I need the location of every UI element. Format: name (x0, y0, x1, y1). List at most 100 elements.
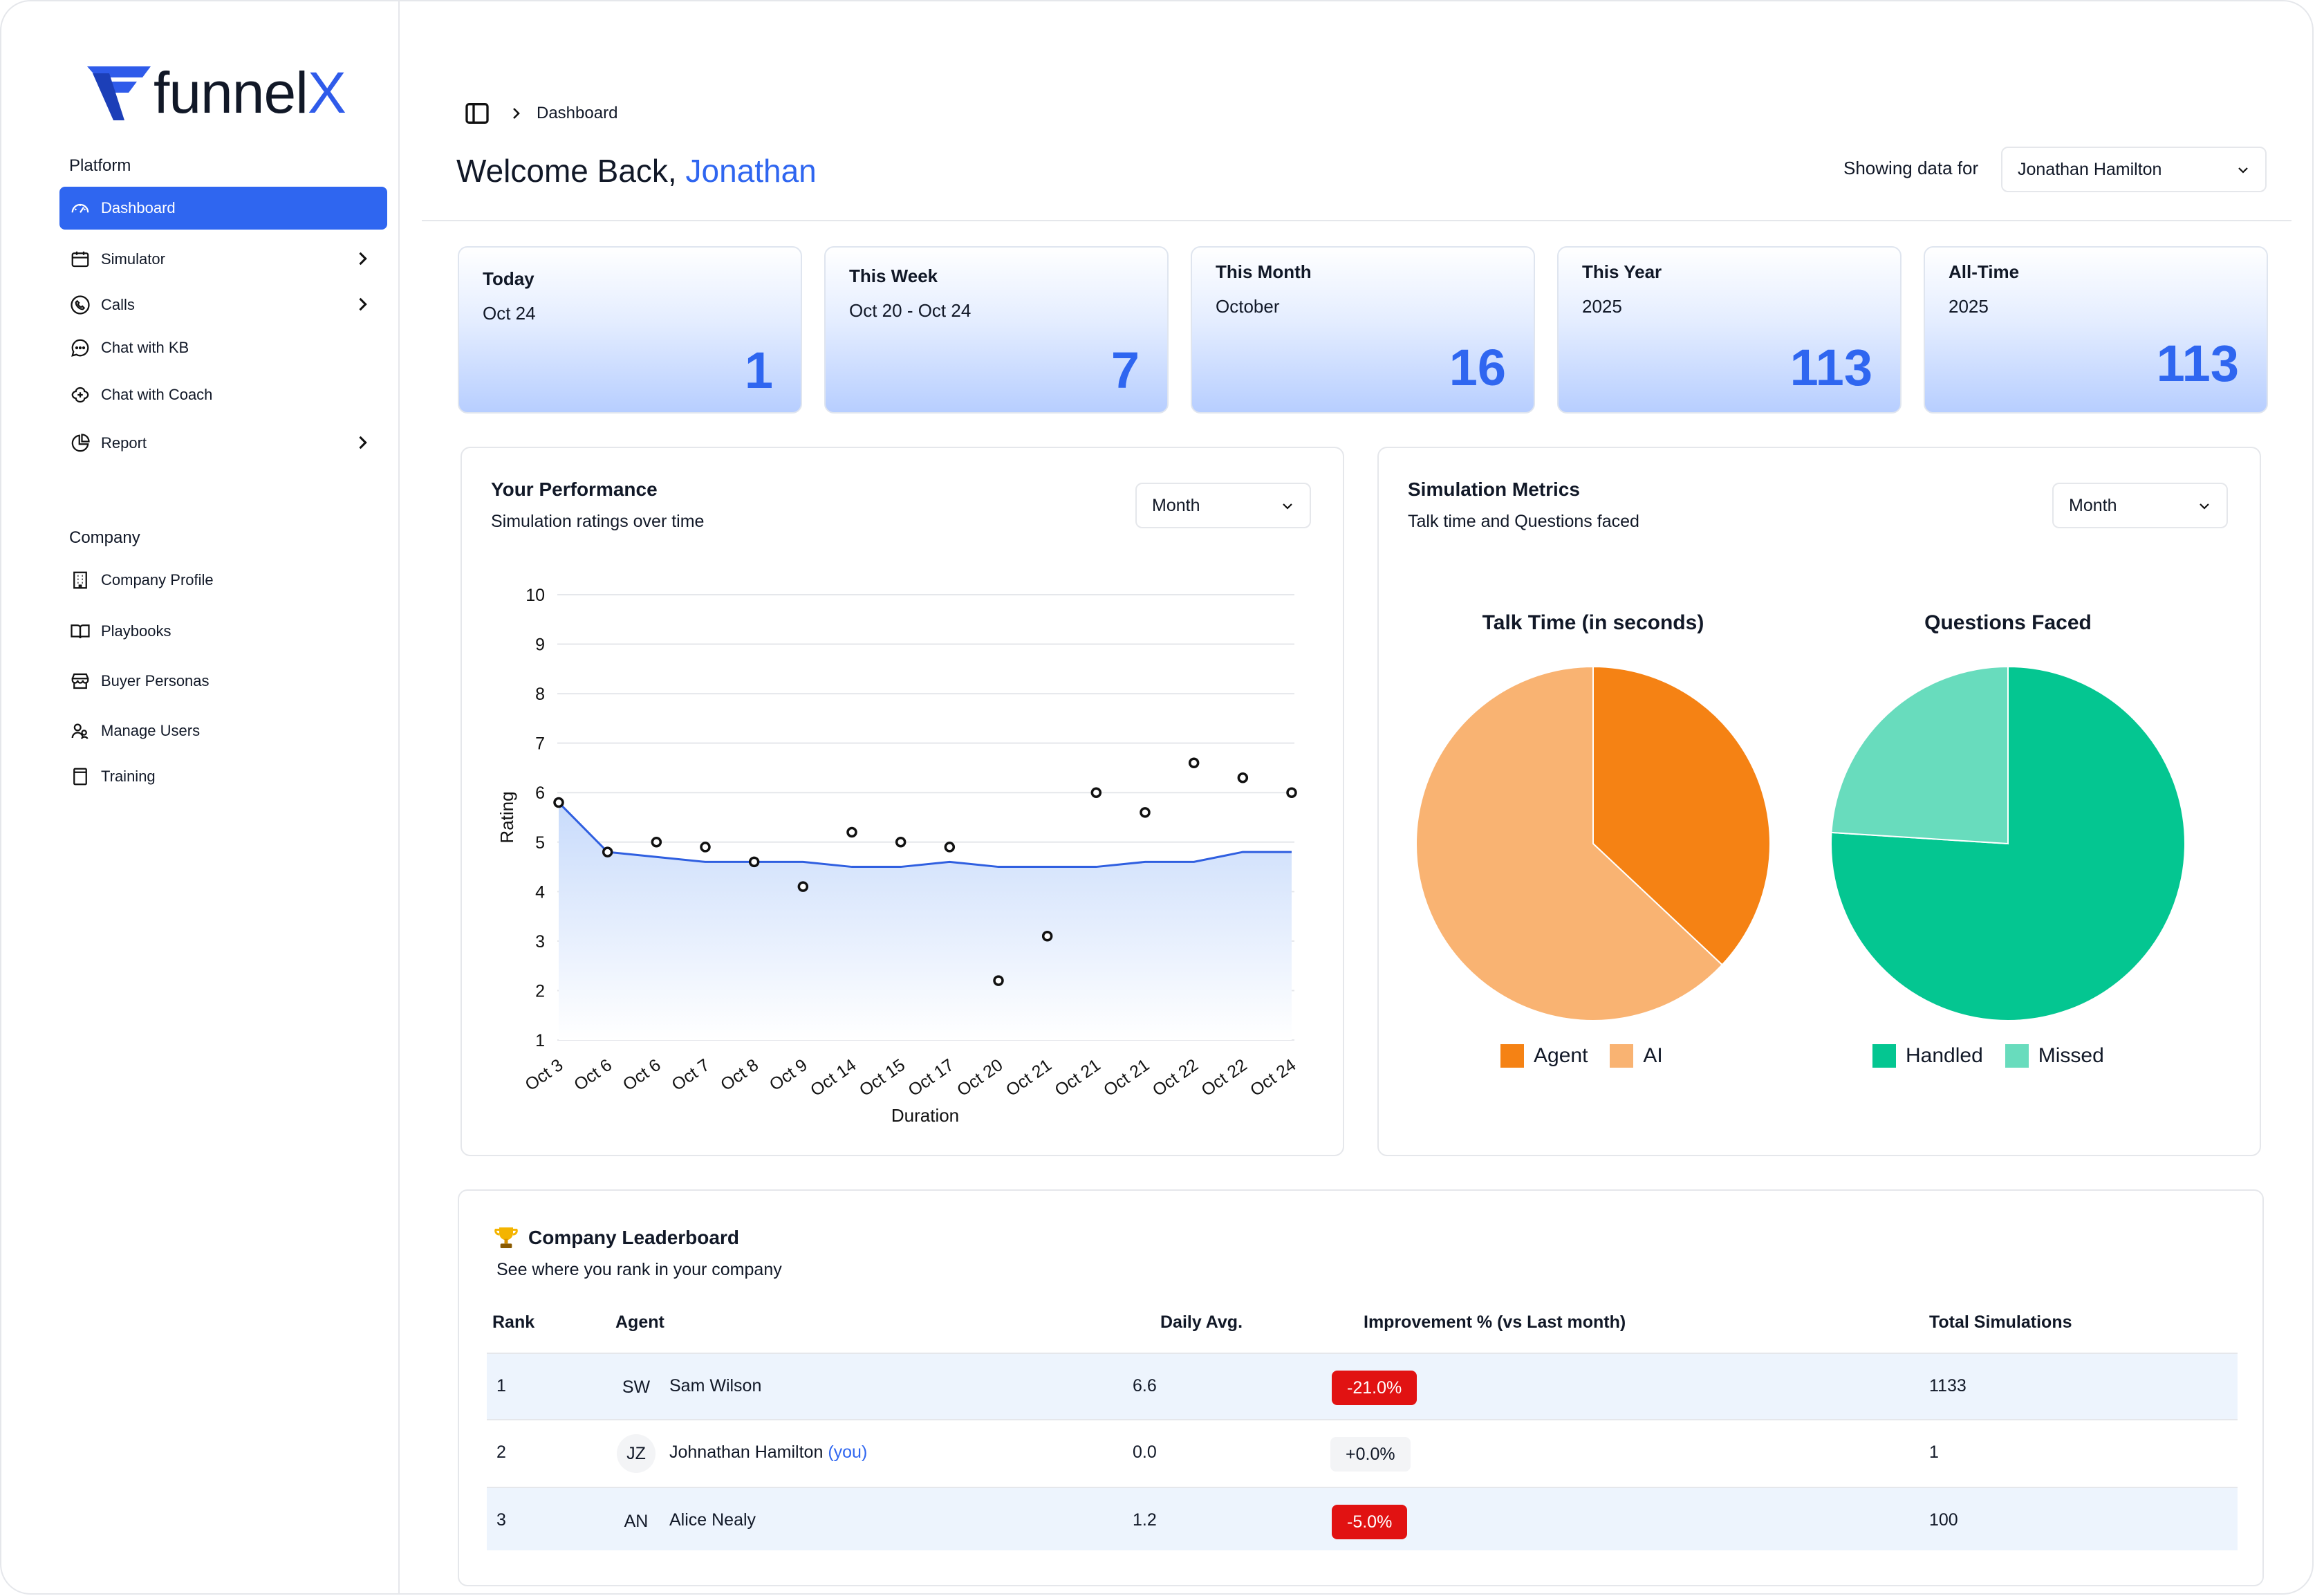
y-tick-label: 6 (535, 783, 545, 803)
funnelx-logo[interactable]: funnelX (86, 64, 346, 122)
legend-swatch-missed (2005, 1044, 2029, 1068)
sidebar-item-training[interactable]: Training (59, 755, 387, 798)
x-tick-label: Oct 7 (668, 1055, 713, 1095)
metrics-subtitle: Talk time and Questions faced (1408, 512, 1639, 531)
rating-point (944, 842, 956, 853)
rating-point (700, 842, 711, 853)
chevron-right-icon (359, 436, 367, 449)
stat-subtitle: 2025 (1949, 296, 1989, 317)
sidebar-item-label: Training (101, 768, 156, 785)
x-tick-label: Oct 3 (521, 1055, 566, 1095)
stat-title: This Year (1582, 261, 1662, 282)
stat-value: 7 (1110, 342, 1140, 399)
sidebar-item-label: Report (101, 434, 147, 452)
talk-time-legend: Agent AI (1500, 1044, 1685, 1068)
rating-point (1286, 787, 1297, 798)
table-row[interactable]: 3 AN Alice Nealy 1.2 -5.0% 100 (487, 1487, 2238, 1550)
users-icon (68, 718, 93, 743)
column-header-agent[interactable]: Agent (615, 1312, 664, 1332)
chevron-down-icon (1283, 503, 1292, 510)
daily-avg-cell: 1.2 (1133, 1510, 1157, 1530)
metrics-period-select[interactable]: Month (2052, 483, 2228, 528)
sidebar-item-label: Dashboard (101, 199, 176, 216)
pie-slice-handled (1830, 665, 2186, 1021)
sidebar-item-chat-with-kb[interactable]: Chat with KB (59, 326, 387, 369)
rating-point (895, 837, 907, 848)
agent-name: Alice Nealy (669, 1510, 756, 1530)
chevron-right-icon (513, 108, 520, 119)
performance-panel: Your Performance Simulation ratings over… (461, 447, 1344, 1156)
sidebar-item-buyer-personas[interactable]: Buyer Personas (59, 660, 387, 703)
x-tick-label: Oct 6 (570, 1055, 615, 1095)
y-tick-label: 10 (526, 586, 545, 605)
stat-value: 113 (2156, 335, 2239, 392)
rank-cell: 1 (496, 1376, 506, 1395)
sidebar-item-company-profile[interactable]: Company Profile (59, 559, 387, 602)
table-row[interactable]: 1 SW Sam Wilson 6.6 -21.0% 1133 (487, 1353, 2238, 1419)
user-select-value: Jonathan Hamilton (2018, 159, 2162, 179)
sidebar-item-report[interactable]: Report (59, 422, 387, 465)
avatar: AN (617, 1502, 656, 1541)
stat-title: This Month (1216, 261, 1312, 282)
document-icon (68, 764, 93, 789)
avatar: JZ (617, 1434, 656, 1473)
page-title: Welcome Back, Jonathan (456, 152, 817, 189)
sidebar-item-chat-with-coach[interactable]: Chat with Coach (59, 373, 387, 416)
metrics-pie-charts (1415, 665, 2186, 1021)
column-header-daily-avg[interactable]: Daily Avg. (1160, 1312, 1243, 1332)
stat-value: 113 (1789, 339, 1872, 396)
column-header-improvement[interactable]: Improvement % (vs Last month) (1364, 1312, 1626, 1332)
agent-name-text: Johnathan Hamilton (669, 1442, 824, 1462)
total-cell: 1 (1929, 1442, 1939, 1462)
x-tick-label: Oct 6 (620, 1055, 664, 1095)
sidebar-item-manage-users[interactable]: Manage Users (59, 709, 387, 752)
chevron-right-icon (359, 297, 367, 311)
rating-point (1140, 807, 1151, 818)
sidebar-item-playbooks[interactable]: Playbooks (59, 610, 387, 653)
legend-label-ai: AI (1643, 1044, 1663, 1067)
agent-name-text: Alice Nealy (669, 1510, 756, 1530)
rating-line (557, 801, 1292, 869)
store-icon (68, 669, 93, 694)
sidebar-item-dashboard[interactable]: Dashboard (59, 187, 387, 230)
sidebar-item-label: Manage Users (101, 722, 201, 739)
user-select[interactable]: Jonathan Hamilton (2001, 147, 2267, 192)
x-tick-label: Oct 17 (904, 1055, 957, 1100)
chevron-down-icon (2200, 503, 2209, 510)
legend-swatch-handled (1872, 1044, 1896, 1068)
rating-point (553, 797, 564, 808)
rating-point (846, 826, 857, 838)
leaderboard-subtitle: See where you rank in your company (496, 1260, 782, 1279)
column-header-rank[interactable]: Rank (492, 1312, 535, 1332)
brain-icon (68, 382, 93, 407)
column-header-total[interactable]: Total Simulations (1929, 1312, 2072, 1332)
x-tick-label: Oct 21 (1003, 1055, 1055, 1100)
rating-point (748, 856, 760, 868)
stat-card-this-month: This Month October 16 (1191, 246, 1535, 414)
sidebar-item-label: Calls (101, 296, 135, 313)
agent-name: Sam Wilson (669, 1376, 761, 1396)
rating-point (1237, 772, 1249, 783)
breadcrumb: Dashboard (463, 100, 617, 127)
sidebar-item-simulator[interactable]: Simulator (59, 238, 387, 281)
daily-avg-cell: 6.6 (1133, 1376, 1157, 1395)
main-content: Dashboard Welcome Back, Jonathan Showing… (401, 1, 2312, 1593)
performance-period-select[interactable]: Month (1135, 483, 1311, 528)
breadcrumb-current[interactable]: Dashboard (537, 104, 618, 122)
table-row[interactable]: 2 JZ Johnathan Hamilton (you) 0.0 +0.0% … (487, 1419, 2238, 1485)
header-divider (422, 220, 2291, 221)
funnelx-logo-icon (87, 66, 151, 120)
chat-icon (68, 335, 93, 360)
leaderboard-title: Company Leaderboard (492, 1224, 739, 1252)
toggle-sidebar-icon[interactable] (463, 100, 491, 127)
x-tick-label: Oct 15 (856, 1055, 909, 1100)
sidebar-item-calls[interactable]: Calls (59, 284, 387, 326)
sidebar-item-label: Buyer Personas (101, 672, 210, 689)
showing-data-label: Showing data for (1843, 158, 1979, 178)
leaderboard-panel: Company Leaderboard See where you rank i… (458, 1189, 2264, 1586)
stat-card-this-year: This Year 2025 113 (1557, 246, 1902, 414)
x-axis-label: Duration (891, 1105, 959, 1126)
stat-value: 1 (744, 342, 773, 399)
